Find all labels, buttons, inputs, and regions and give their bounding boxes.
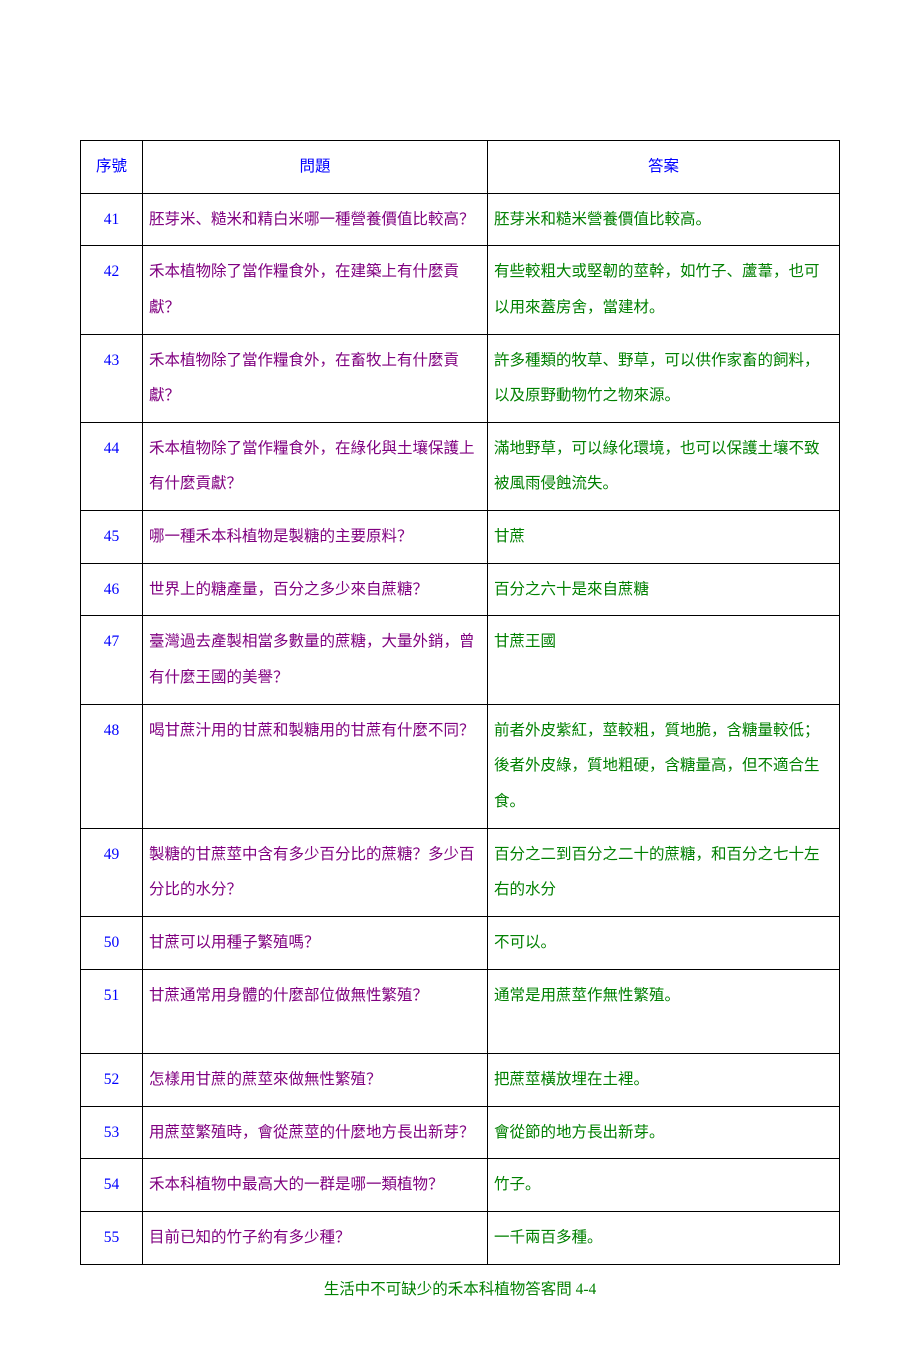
- table-row: 50甘蔗可以用種子繁殖嗎？不可以。: [81, 916, 840, 969]
- table-row: 52怎樣用甘蔗的蔗莖來做無性繁殖？把蔗莖橫放埋在土裡。: [81, 1054, 840, 1107]
- cell-answer: 許多種類的牧草、野草，可以供作家畜的飼料，以及原野動物竹之物來源。: [488, 334, 840, 422]
- cell-answer: 會從節的地方長出新芽。: [488, 1106, 840, 1159]
- table-row: 43禾本植物除了當作糧食外，在畜牧上有什麼貢獻？許多種類的牧草、野草，可以供作家…: [81, 334, 840, 422]
- cell-seq: 55: [81, 1212, 143, 1265]
- qa-table: 序號 問題 答案 41胚芽米、糙米和精白米哪一種營養價值比較高？胚芽米和糙米營養…: [80, 140, 840, 1265]
- cell-question: 用蔗莖繁殖時，會從蔗莖的什麼地方長出新芽？: [143, 1106, 488, 1159]
- cell-seq: 47: [81, 616, 143, 704]
- cell-question: 甘蔗通常用身體的什麼部位做無性繁殖？: [143, 969, 488, 1054]
- table-row: 49製糖的甘蔗莖中含有多少百分比的蔗糖？多少百分比的水分？百分之二到百分之二十的…: [81, 828, 840, 916]
- table-row: 47臺灣過去產製相當多數量的蔗糖，大量外銷，曾有什麼王國的美譽？甘蔗王國: [81, 616, 840, 704]
- cell-question: 哪一種禾本科植物是製糖的主要原料？: [143, 511, 488, 564]
- cell-seq: 45: [81, 511, 143, 564]
- cell-question: 甘蔗可以用種子繁殖嗎？: [143, 916, 488, 969]
- cell-answer: 百分之二到百分之二十的蔗糖，和百分之七十左右的水分: [488, 828, 840, 916]
- cell-question: 世界上的糖產量，百分之多少來自蔗糖？: [143, 563, 488, 616]
- cell-answer: 有些較粗大或堅韌的莖幹，如竹子、蘆葦，也可以用來蓋房舍，當建材。: [488, 246, 840, 334]
- cell-answer: 前者外皮紫紅，莖較粗，質地脆，含糖量較低；後者外皮綠，質地粗硬，含糖量高，但不適…: [488, 704, 840, 828]
- cell-seq: 49: [81, 828, 143, 916]
- table-header-row: 序號 問題 答案: [81, 141, 840, 194]
- cell-answer: 甘蔗王國: [488, 616, 840, 704]
- table-row: 51甘蔗通常用身體的什麼部位做無性繁殖？通常是用蔗莖作無性繁殖。: [81, 969, 840, 1054]
- cell-question: 禾本植物除了當作糧食外，在建築上有什麼貢獻？: [143, 246, 488, 334]
- cell-seq: 48: [81, 704, 143, 828]
- table-row: 42禾本植物除了當作糧食外，在建築上有什麼貢獻？有些較粗大或堅韌的莖幹，如竹子、…: [81, 246, 840, 334]
- cell-answer: 竹子。: [488, 1159, 840, 1212]
- table-row: 44禾本植物除了當作糧食外，在綠化與土壤保護上有什麼貢獻？滿地野草，可以綠化環境…: [81, 422, 840, 510]
- cell-question: 禾本科植物中最高大的一群是哪一類植物？: [143, 1159, 488, 1212]
- cell-question: 禾本植物除了當作糧食外，在綠化與土壤保護上有什麼貢獻？: [143, 422, 488, 510]
- header-seq: 序號: [81, 141, 143, 194]
- table-row: 54禾本科植物中最高大的一群是哪一類植物？竹子。: [81, 1159, 840, 1212]
- cell-seq: 52: [81, 1054, 143, 1107]
- cell-question: 禾本植物除了當作糧食外，在畜牧上有什麼貢獻？: [143, 334, 488, 422]
- table-row: 55目前已知的竹子約有多少種？一千兩百多種。: [81, 1212, 840, 1265]
- cell-seq: 43: [81, 334, 143, 422]
- table-row: 46世界上的糖產量，百分之多少來自蔗糖？百分之六十是來自蔗糖: [81, 563, 840, 616]
- header-answer: 答案: [488, 141, 840, 194]
- table-row: 41胚芽米、糙米和精白米哪一種營養價值比較高？胚芽米和糙米營養價值比較高。: [81, 193, 840, 246]
- cell-answer: 不可以。: [488, 916, 840, 969]
- cell-question: 胚芽米、糙米和精白米哪一種營養價值比較高？: [143, 193, 488, 246]
- cell-answer: 把蔗莖橫放埋在土裡。: [488, 1054, 840, 1107]
- cell-seq: 50: [81, 916, 143, 969]
- cell-seq: 51: [81, 969, 143, 1054]
- cell-seq: 41: [81, 193, 143, 246]
- cell-question: 製糖的甘蔗莖中含有多少百分比的蔗糖？多少百分比的水分？: [143, 828, 488, 916]
- cell-answer: 百分之六十是來自蔗糖: [488, 563, 840, 616]
- cell-answer: 通常是用蔗莖作無性繁殖。: [488, 969, 840, 1054]
- cell-seq: 44: [81, 422, 143, 510]
- cell-question: 臺灣過去產製相當多數量的蔗糖，大量外銷，曾有什麼王國的美譽？: [143, 616, 488, 704]
- cell-seq: 53: [81, 1106, 143, 1159]
- cell-seq: 54: [81, 1159, 143, 1212]
- table-row: 53用蔗莖繁殖時，會從蔗莖的什麼地方長出新芽？會從節的地方長出新芽。: [81, 1106, 840, 1159]
- table-body: 41胚芽米、糙米和精白米哪一種營養價值比較高？胚芽米和糙米營養價值比較高。42禾…: [81, 193, 840, 1264]
- cell-answer: 滿地野草，可以綠化環境，也可以保護土壤不致被風雨侵蝕流失。: [488, 422, 840, 510]
- header-question: 問題: [143, 141, 488, 194]
- table-caption: 生活中不可缺少的禾本科植物答客問 4-4: [80, 1277, 840, 1299]
- cell-answer: 甘蔗: [488, 511, 840, 564]
- cell-seq: 46: [81, 563, 143, 616]
- cell-seq: 42: [81, 246, 143, 334]
- cell-question: 怎樣用甘蔗的蔗莖來做無性繁殖？: [143, 1054, 488, 1107]
- table-row: 45哪一種禾本科植物是製糖的主要原料？甘蔗: [81, 511, 840, 564]
- cell-question: 喝甘蔗汁用的甘蔗和製糖用的甘蔗有什麼不同？: [143, 704, 488, 828]
- cell-answer: 胚芽米和糙米營養價值比較高。: [488, 193, 840, 246]
- cell-answer: 一千兩百多種。: [488, 1212, 840, 1265]
- table-row: 48喝甘蔗汁用的甘蔗和製糖用的甘蔗有什麼不同？前者外皮紫紅，莖較粗，質地脆，含糖…: [81, 704, 840, 828]
- cell-question: 目前已知的竹子約有多少種？: [143, 1212, 488, 1265]
